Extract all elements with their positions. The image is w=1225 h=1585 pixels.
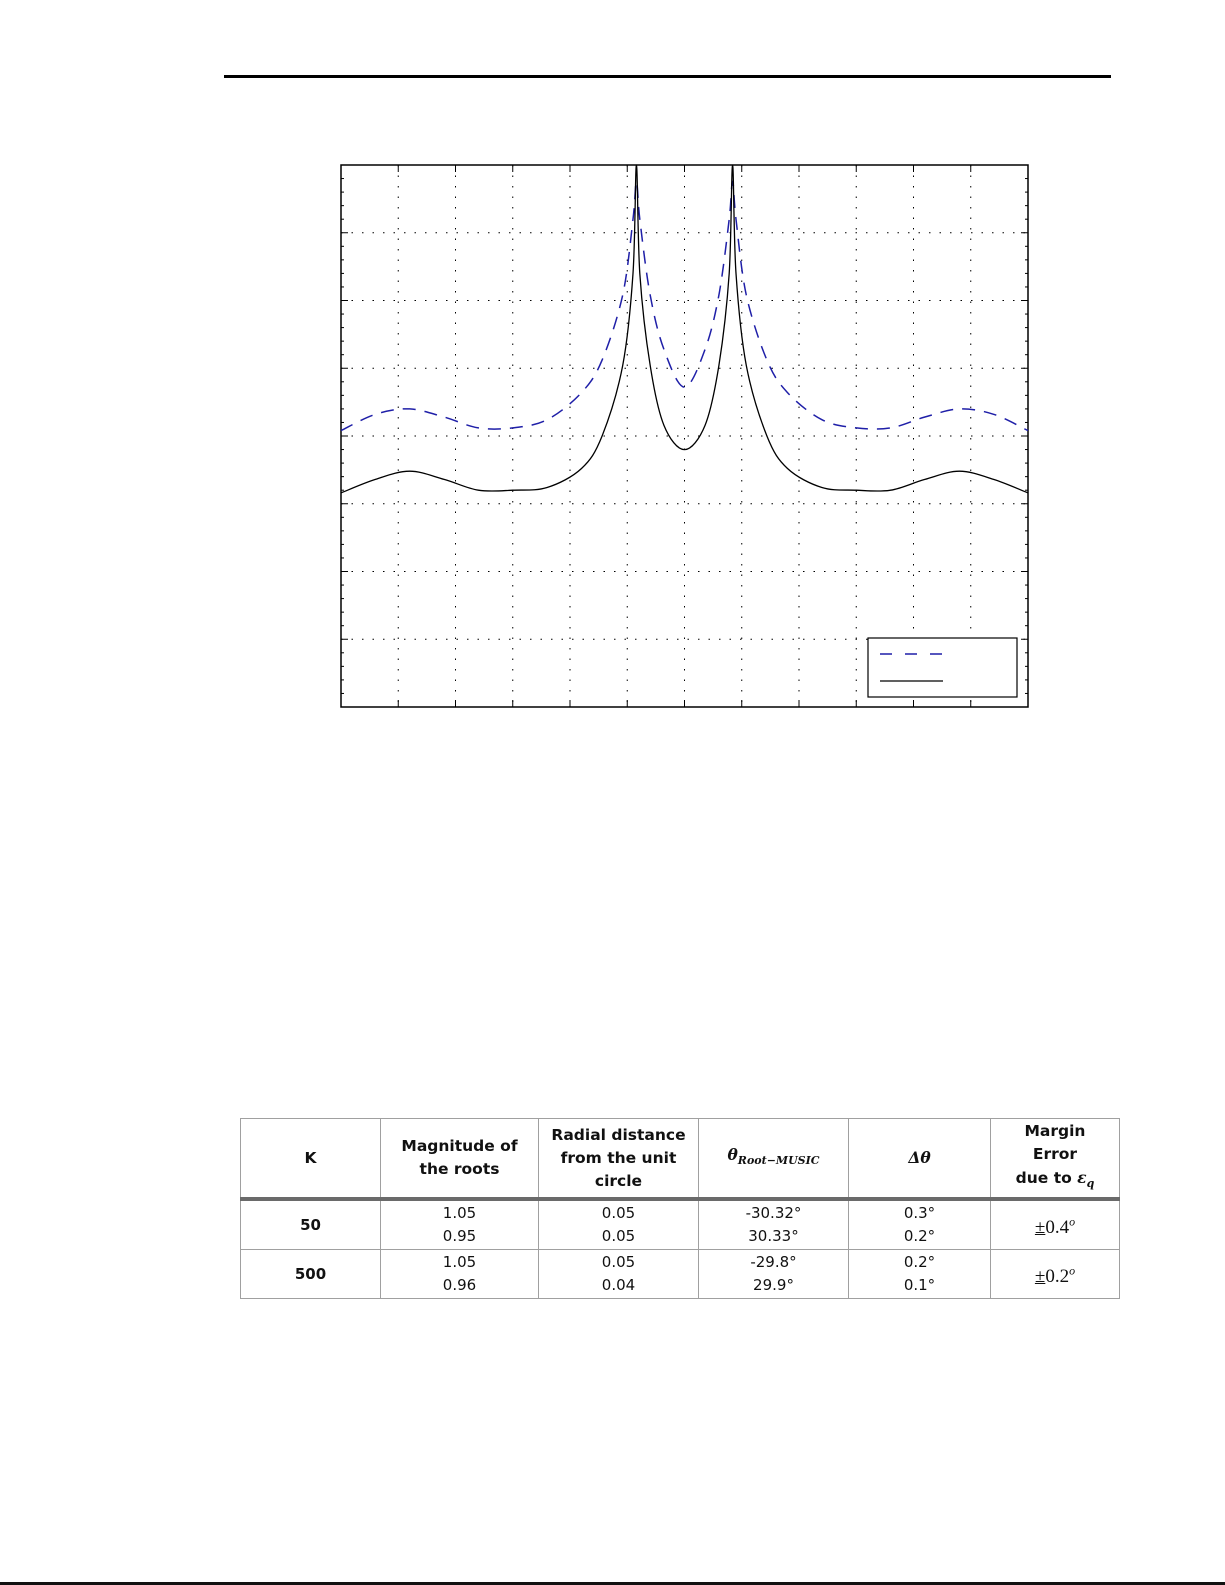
table-header-row: K Magnitude of the roots Radial distance…	[240, 1118, 1120, 1201]
line-chart	[340, 164, 1029, 708]
header-delta-theta: Δθ	[848, 1118, 991, 1201]
cell-magnitude: 1.05 0.95	[380, 1198, 539, 1250]
header-margin-error: Margin Error due to εq	[990, 1118, 1120, 1201]
legend-box	[867, 637, 1018, 698]
table-row: 500 1.05 0.96 0.05 0.04 -29.8° 29.9° 0.2° 0.…	[240, 1249, 1120, 1299]
cell-radial: 0.05 0.04	[538, 1249, 699, 1299]
cell-delta: 0.2° 0.1°	[848, 1249, 991, 1299]
cell-k: 500	[240, 1249, 381, 1299]
header-theta-root-music: θRoot−MUSIC	[698, 1118, 849, 1201]
dashed-blue-series	[340, 180, 1029, 432]
results-table: K Magnitude of the roots Radial distance…	[240, 1118, 1120, 1299]
axis-ticks	[341, 165, 1028, 707]
solid-black-series	[340, 164, 1029, 494]
cell-theta: -30.32° 30.33°	[698, 1198, 849, 1250]
pseudo-spectrum-figure	[0, 0, 1225, 760]
chart-grid	[341, 165, 1028, 707]
cell-margin: ±0.4o	[990, 1198, 1120, 1250]
page-header-rule	[224, 75, 1111, 78]
plot-frame	[340, 164, 1029, 708]
page-bottom-edge	[0, 1582, 1225, 1585]
chart-legend	[867, 637, 1018, 698]
cell-theta: -29.8° 29.9°	[698, 1249, 849, 1299]
table-row: 50 1.05 0.95 0.05 0.05 -30.32° 30.33° 0.3° 0…	[240, 1198, 1120, 1250]
cell-radial: 0.05 0.05	[538, 1198, 699, 1250]
header-k: K	[240, 1118, 381, 1201]
cell-magnitude: 1.05 0.96	[380, 1249, 539, 1299]
cell-delta: 0.3° 0.2°	[848, 1198, 991, 1250]
theta-symbol: θ	[727, 1145, 738, 1165]
header-radial-distance: Radial distance from the unit circle	[538, 1118, 699, 1201]
cell-margin: ±0.2o	[990, 1249, 1120, 1299]
cell-k: 50	[240, 1198, 381, 1250]
header-magnitude: Magnitude of the roots	[380, 1118, 539, 1201]
